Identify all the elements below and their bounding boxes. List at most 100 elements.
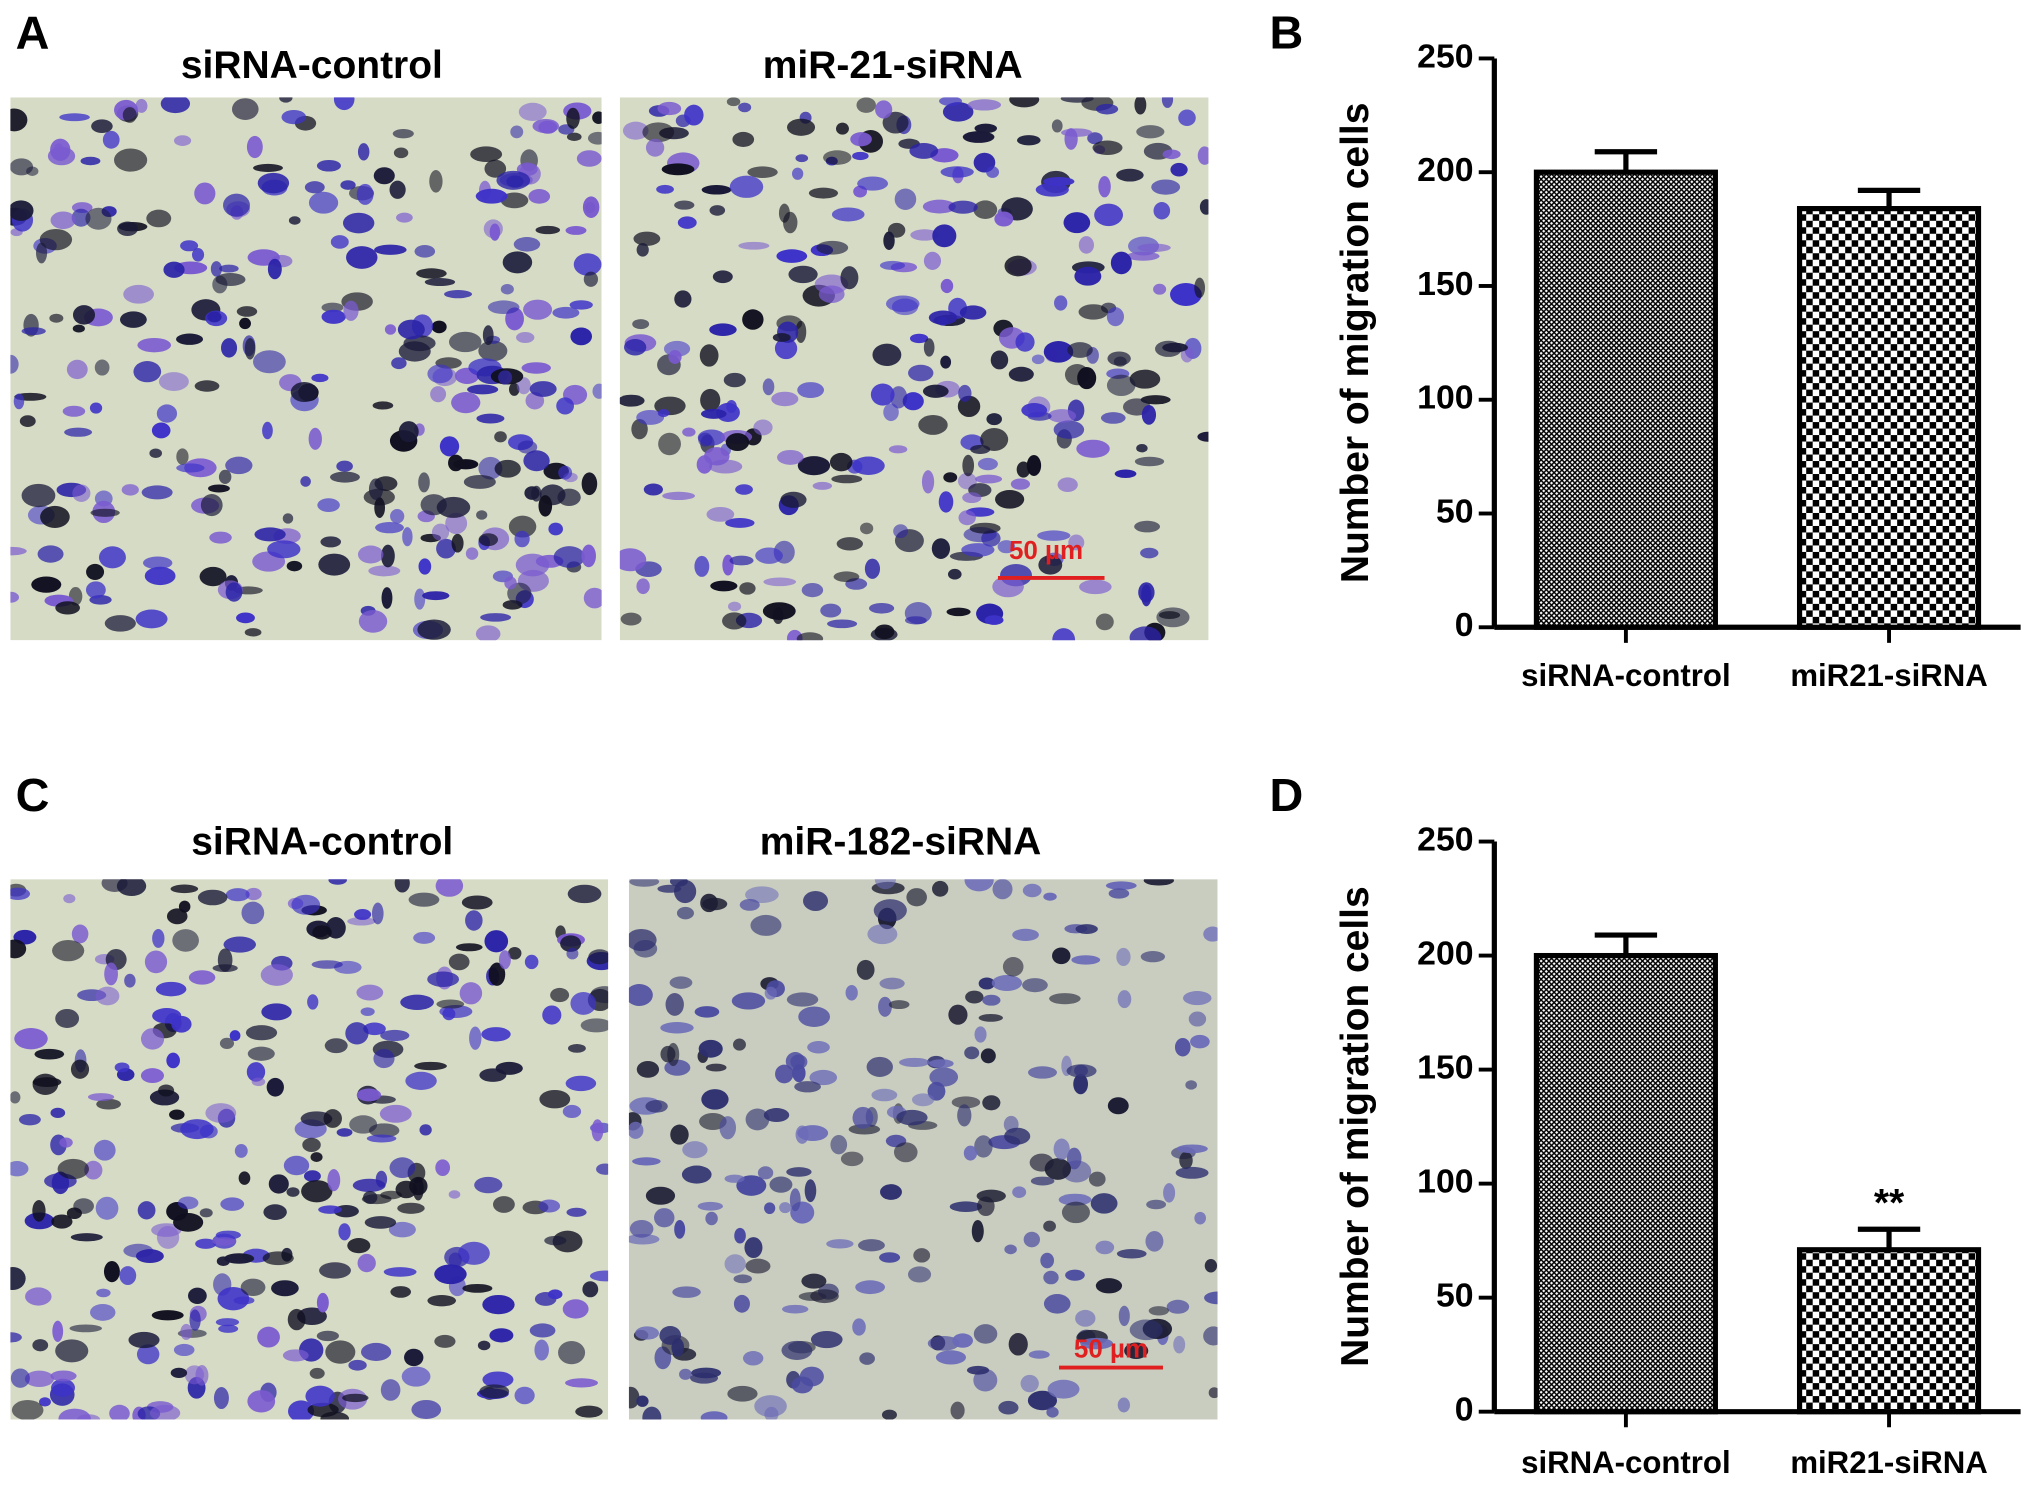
cell	[494, 431, 507, 443]
cell	[710, 580, 738, 592]
cell	[1030, 1176, 1055, 1186]
cell	[565, 225, 587, 235]
cell	[674, 879, 697, 904]
cell	[225, 888, 250, 902]
cell	[894, 188, 917, 210]
cell	[50, 211, 76, 230]
cell	[831, 207, 865, 222]
cell	[1066, 1147, 1082, 1170]
cell	[587, 131, 602, 145]
cell	[705, 1063, 727, 1072]
cell	[1136, 125, 1165, 139]
cell	[1116, 947, 1131, 967]
cell	[570, 327, 593, 346]
cell	[1054, 295, 1068, 311]
cell	[50, 138, 71, 162]
cell	[723, 372, 746, 388]
cell	[51, 1214, 73, 1229]
cell	[173, 135, 192, 146]
cell	[96, 1288, 111, 1298]
cell	[194, 380, 220, 392]
cell	[676, 906, 694, 920]
cell	[547, 1289, 563, 1300]
cell	[629, 1219, 654, 1238]
cell	[1008, 1332, 1028, 1356]
cell	[922, 199, 956, 214]
cell	[498, 950, 511, 970]
cell	[13, 393, 25, 410]
cell	[725, 433, 750, 452]
cell	[146, 209, 172, 228]
cell	[474, 1176, 503, 1194]
cell	[576, 150, 602, 167]
cell	[786, 992, 819, 1007]
cell	[476, 510, 488, 520]
cell	[794, 1081, 821, 1093]
cell	[414, 245, 436, 258]
cell	[189, 1309, 201, 1331]
cell	[417, 619, 451, 640]
cell	[567, 884, 602, 904]
cell	[836, 537, 864, 551]
cell	[552, 306, 580, 319]
cell	[769, 1176, 793, 1193]
cell	[565, 1378, 598, 1388]
y-tick-label: 200	[1417, 151, 1473, 189]
cell	[918, 415, 948, 435]
cell	[790, 1054, 808, 1070]
cell	[991, 975, 1023, 991]
cell	[1047, 409, 1077, 423]
cell	[1134, 520, 1160, 533]
cell	[10, 887, 31, 901]
cell	[684, 104, 704, 126]
cell	[482, 1294, 515, 1315]
cell	[534, 1339, 549, 1361]
cell	[188, 1287, 207, 1304]
image-title: siRNA-control	[181, 44, 443, 87]
cell	[469, 1026, 482, 1050]
micrograph	[10, 879, 609, 1420]
cell	[957, 1104, 972, 1127]
cell	[1079, 579, 1112, 595]
cell	[982, 994, 1001, 1006]
cell	[176, 333, 204, 345]
cell	[475, 625, 501, 641]
cell	[286, 560, 303, 572]
cell	[408, 892, 440, 907]
cell	[173, 1213, 204, 1232]
y-axis-label: Number of migration cells	[1334, 103, 1377, 584]
cell	[1058, 1193, 1092, 1206]
cell	[1129, 626, 1162, 641]
cell	[90, 1303, 116, 1321]
cell	[197, 889, 228, 906]
cell	[870, 383, 895, 406]
cell	[1158, 611, 1181, 620]
cell	[836, 122, 849, 135]
cell	[544, 1235, 567, 1246]
cell	[952, 1333, 973, 1348]
cell	[660, 1022, 694, 1034]
cell	[705, 1211, 718, 1226]
cell	[1178, 109, 1196, 127]
cell	[1075, 924, 1098, 934]
cell	[782, 1304, 809, 1314]
cell	[893, 1142, 918, 1163]
cell	[950, 1401, 965, 1420]
cell	[514, 1386, 535, 1405]
cell	[49, 313, 64, 323]
cell	[931, 538, 951, 559]
cell	[1043, 340, 1074, 363]
cell	[220, 1197, 245, 1211]
cell	[479, 1068, 507, 1082]
cell	[170, 884, 199, 894]
cell	[984, 615, 1004, 625]
cell	[645, 1099, 668, 1113]
cell	[487, 300, 520, 315]
cell	[288, 1400, 315, 1420]
cell	[303, 1170, 321, 1182]
cell	[566, 132, 582, 142]
cell	[528, 189, 551, 204]
cell	[158, 1084, 175, 1097]
cell	[166, 908, 188, 925]
cell	[532, 118, 560, 134]
